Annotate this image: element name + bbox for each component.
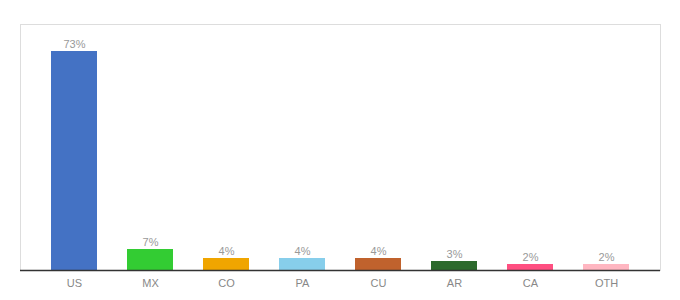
svg-text:CO: CO [218,277,235,289]
svg-text:US: US [67,277,82,289]
svg-text:CA: CA [523,277,539,289]
svg-text:2%: 2% [523,251,539,263]
svg-text:CU: CU [371,277,387,289]
svg-text:3%: 3% [447,248,463,260]
svg-text:PA: PA [296,277,311,289]
svg-text:4%: 4% [295,245,311,257]
svg-text:7%: 7% [143,236,159,248]
svg-text:AR: AR [447,277,462,289]
svg-text:MX: MX [142,277,159,289]
svg-text:4%: 4% [219,245,235,257]
svg-text:2%: 2% [599,251,615,263]
svg-text:4%: 4% [371,245,387,257]
svg-text:73%: 73% [63,38,85,50]
svg-text:OTH: OTH [595,277,618,289]
